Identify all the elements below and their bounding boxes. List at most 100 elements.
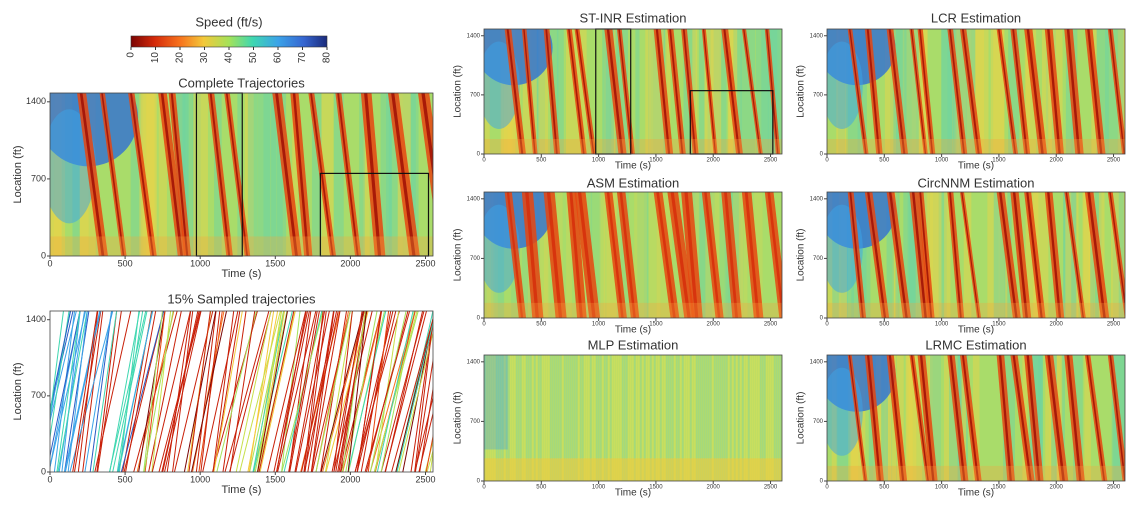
texture (600, 355, 602, 481)
texture (738, 192, 743, 318)
colorbar-tick-label: 60 (273, 52, 284, 64)
wave (1087, 29, 1103, 154)
texture (692, 29, 698, 154)
wave (849, 192, 864, 318)
trajectory (229, 311, 272, 472)
x-tick-label: 1500 (992, 485, 1006, 491)
texture (740, 29, 756, 154)
texture (576, 355, 578, 481)
wave (910, 29, 927, 154)
x-tick-label: 1500 (649, 485, 663, 491)
trajectory (429, 450, 433, 472)
x-tick-label: 0 (47, 474, 52, 484)
texture (638, 355, 640, 481)
texture (604, 355, 606, 481)
trajectory (295, 311, 330, 472)
trajectory (148, 311, 182, 472)
heatmap (484, 355, 782, 481)
y-tick-label: 0 (820, 152, 824, 158)
texture (1045, 355, 1051, 481)
trajectory (311, 311, 351, 472)
texture (546, 355, 548, 481)
trajectory (143, 311, 163, 472)
texture (512, 355, 514, 481)
texture (577, 29, 587, 154)
trajectory (347, 311, 387, 472)
trajectory (374, 311, 418, 472)
texture (540, 355, 542, 481)
x-tick-label: 2500 (764, 485, 778, 491)
texture (733, 29, 742, 154)
trajectory (347, 311, 367, 472)
trajectory (273, 311, 309, 472)
wave (545, 29, 558, 154)
texture (490, 355, 492, 481)
texture (333, 93, 344, 256)
trajectory (252, 311, 285, 472)
heatmap (484, 192, 782, 318)
trajectory (249, 311, 285, 472)
colorbar-title: Speed (ft/s) (195, 14, 262, 29)
wave (576, 29, 595, 154)
trajectory (200, 311, 221, 472)
wave (292, 93, 310, 256)
texture (694, 355, 696, 481)
trajectory (56, 311, 81, 472)
wave (506, 192, 524, 318)
wave (684, 192, 699, 318)
trajectory (307, 311, 335, 472)
wave (1026, 192, 1043, 318)
texture (750, 355, 752, 481)
trajectory (96, 311, 118, 472)
texture (518, 355, 520, 481)
trajectory (213, 311, 243, 472)
texture (582, 355, 584, 481)
wave (1047, 355, 1065, 481)
x-tick-label: 0 (47, 258, 52, 268)
y-tick-label: 700 (813, 419, 824, 425)
y-axis-label: Location (ft) (453, 229, 464, 282)
texture (484, 355, 486, 481)
y-tick-label: 1400 (810, 33, 824, 39)
texture (311, 93, 322, 256)
x-tick-label: 500 (879, 322, 890, 328)
texture (881, 355, 889, 481)
heatmap (484, 29, 782, 154)
texture (544, 355, 546, 481)
trajectory (398, 330, 433, 472)
y-tick-label: 700 (31, 173, 46, 183)
y-axis-label: Location (ft) (453, 65, 464, 118)
texture (592, 355, 594, 481)
heatmap (827, 192, 1125, 318)
texture (516, 355, 518, 481)
trajectory (301, 311, 338, 472)
texture (699, 29, 705, 154)
trajectory (50, 311, 64, 420)
y-tick-label: 0 (820, 479, 824, 485)
x-tick-label: 1000 (935, 322, 949, 328)
wave (849, 29, 867, 154)
texture (606, 355, 608, 481)
wave (1086, 355, 1106, 481)
x-axis-label: Time (s) (615, 325, 651, 336)
texture (594, 355, 596, 481)
texture (724, 355, 726, 481)
wave (209, 93, 231, 256)
texture (756, 355, 758, 481)
texture (696, 355, 698, 481)
trajectory (212, 311, 235, 472)
texture (710, 355, 712, 481)
trajectory (289, 311, 320, 472)
trajectory (89, 311, 113, 472)
trajectory (166, 311, 192, 472)
texture (602, 29, 612, 154)
texture (496, 355, 498, 481)
texture (570, 355, 572, 481)
texture (889, 355, 897, 481)
texture (498, 355, 500, 481)
texture (158, 93, 167, 256)
texture (626, 355, 628, 481)
trajectory (376, 311, 414, 472)
texture (599, 192, 606, 318)
y-tick-label: 700 (813, 92, 824, 98)
